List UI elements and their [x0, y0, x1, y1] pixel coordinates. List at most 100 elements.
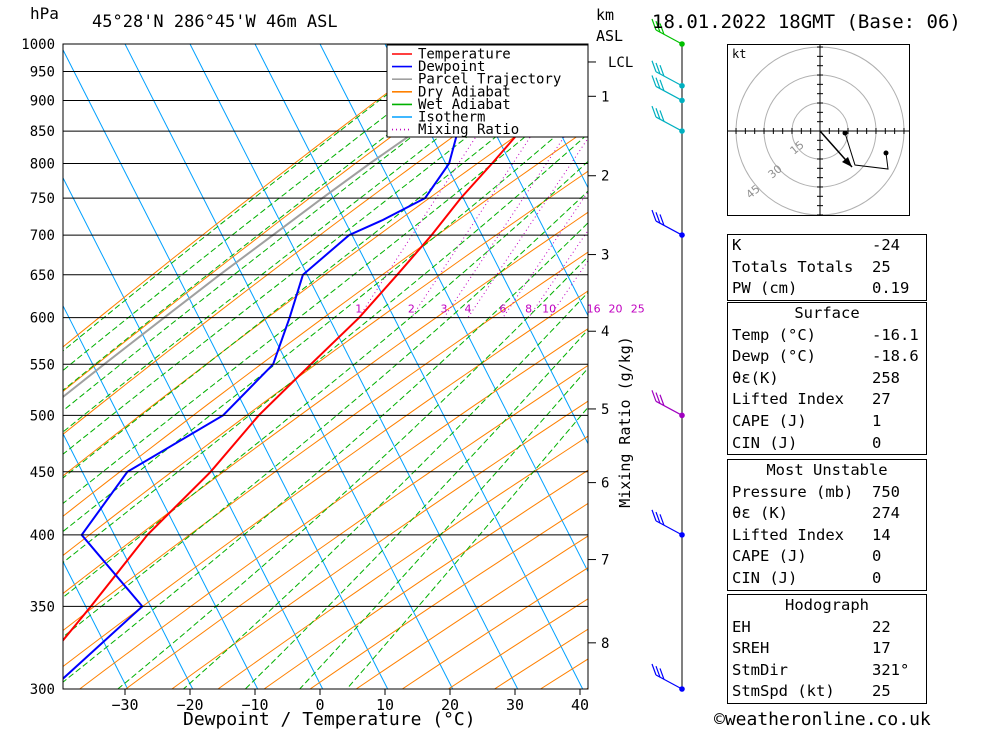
- wet-adiabat-line: [63, 83, 588, 505]
- km-tick-label: 5: [601, 402, 609, 418]
- wet-adiabat-line: [63, 222, 588, 683]
- storm-motion-arrowhead: [842, 157, 852, 167]
- wind-barb-feather: [659, 23, 665, 35]
- dry-adiabat-line: [63, 44, 583, 435]
- hodograph-unit: kt: [732, 47, 747, 61]
- wind-barb-feather: [651, 209, 657, 222]
- legend-label: Wet Adiabat: [418, 97, 511, 113]
- height-unit-km: km: [596, 6, 615, 24]
- dry-adiabat-line: [309, 502, 588, 689]
- surface-row: CAPE (J) 1: [732, 411, 882, 430]
- wind-barb-feather: [651, 663, 657, 676]
- wind-barb: [655, 71, 683, 87]
- most-unstable-row: CAPE (J) 0: [732, 547, 882, 566]
- wind-barb-feather: [655, 20, 661, 33]
- wind-barb: [655, 29, 683, 45]
- legend-box: [386, 44, 589, 138]
- wind-barb: [655, 400, 683, 416]
- wind-level-dot: [679, 412, 685, 419]
- wind-barb: [655, 116, 683, 132]
- wet-adiabat-line: [63, 190, 588, 638]
- surface-row: Lifted Index 27: [732, 390, 891, 409]
- x-tick-label: −30: [111, 696, 138, 714]
- skew-t-diagram: 1 2 3 4 6 8 10 16 20 2530035040045050055060065070…: [21, 18, 685, 714]
- dry-adiabat-line: [263, 469, 588, 689]
- mixing-ratio-label: 4: [464, 303, 471, 316]
- dry-adiabat-line: [448, 598, 588, 689]
- isotherm-line: [63, 432, 194, 689]
- hodograph-row: SREH 17: [732, 639, 891, 658]
- surface-table: Surface Temp (°C) -16.1 Dewp (°C) -18.6 θε…: [727, 302, 927, 456]
- most-unstable-row: Lifted Index 14: [732, 525, 891, 544]
- mixing-ratio-label: 8: [525, 303, 532, 316]
- wind-barb: [655, 520, 683, 536]
- wet-adiabat-line: [117, 255, 588, 689]
- wet-adiabat-line: [63, 160, 588, 599]
- wind-barb-feather: [655, 665, 661, 678]
- dry-adiabat-line: [63, 211, 588, 595]
- index-row-totals: Totals Totals 25: [732, 257, 891, 276]
- wind-barb: [655, 85, 683, 101]
- surface-title: Surface: [794, 304, 860, 322]
- wind-barb-feather: [659, 79, 665, 92]
- legend-label: Dewpoint: [418, 59, 485, 75]
- wind-barb: [655, 674, 683, 690]
- hodograph-trace: [844, 132, 889, 170]
- pressure-tick-label: 700: [30, 228, 55, 244]
- x-tick-label: 40: [571, 696, 589, 714]
- height-axis: 1 2 3 4 5 6 7 8 LCL: [588, 55, 633, 652]
- x-tick-label: −10: [241, 696, 268, 714]
- isotherm-line: [63, 48, 389, 689]
- km-tick-label: 8: [601, 636, 609, 652]
- surface-row: θε(K) 258: [732, 368, 900, 387]
- wind-barb-feather: [651, 390, 657, 402]
- mixing-ratio-label: 16: [587, 303, 601, 316]
- hodograph-table: Hodograph EH 22 SREH 17 StmDir 321° StmSpd …: [727, 594, 927, 704]
- km-tick-label: 4: [601, 324, 609, 340]
- wind-level-dot: [679, 82, 685, 89]
- wet-adiabat-line: [63, 44, 506, 391]
- mixing-ratio-label: 2: [408, 303, 415, 316]
- copyright: ©weatheronline.co.uk: [714, 709, 931, 730]
- km-tick-label: 6: [601, 476, 609, 492]
- isotherm-line: [63, 560, 129, 689]
- wet-adiabat-line: [346, 406, 588, 689]
- legend-label: Isotherm: [418, 110, 485, 126]
- most-unstable-row: θε (K) 274: [732, 504, 900, 523]
- dry-adiabat-line: [217, 435, 588, 689]
- hodograph-title: Hodograph: [785, 596, 869, 614]
- pressure-tick-label: 400: [30, 528, 55, 544]
- pressure-tick-label: 650: [30, 268, 55, 284]
- km-tick-label: 1: [601, 89, 609, 105]
- mixing-ratio-label: 20: [609, 303, 623, 316]
- x-tick-label: −20: [176, 696, 203, 714]
- dry-adiabat-line: [63, 128, 588, 517]
- pressure-tick-label: 800: [30, 157, 55, 173]
- dry-adiabat-line: [586, 687, 588, 689]
- wind-barb-feather: [655, 108, 661, 120]
- wind-barb-feather: [651, 509, 657, 522]
- wind-barb-feather: [659, 110, 665, 122]
- isotherm-line: [514, 44, 588, 189]
- isotherm-line: [254, 44, 584, 689]
- km-tick-label: 2: [601, 169, 609, 185]
- wet-adiabat-line: [63, 44, 558, 433]
- surface-row: CIN (J) 0: [732, 433, 882, 452]
- pressure-tick-label: 350: [30, 599, 55, 615]
- mixing-ratio-label: 3: [440, 303, 447, 316]
- dry-adiabat-line: [79, 328, 588, 689]
- wind-barb-feather: [659, 394, 665, 406]
- km-tick-label: 3: [601, 248, 609, 264]
- isotherm-line: [319, 44, 588, 573]
- wind-barb-feather: [655, 77, 661, 89]
- legend-label: Temperature: [418, 47, 511, 63]
- wind-level-dot: [679, 232, 685, 238]
- wind-barbs: [651, 18, 685, 692]
- most-unstable-title: Most Unstable: [766, 461, 888, 479]
- mixing-ratio-label: 1: [355, 303, 362, 316]
- hodograph-row: StmDir 321°: [732, 660, 910, 679]
- wet-adiabat-line: [63, 133, 588, 564]
- wind-barb-feather: [659, 214, 665, 226]
- pressure-unit-label: hPa: [30, 4, 59, 23]
